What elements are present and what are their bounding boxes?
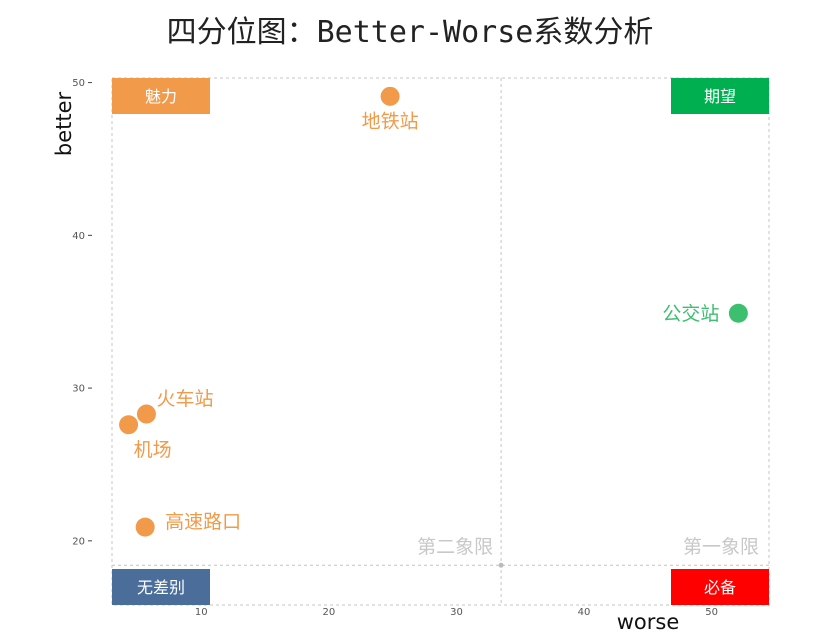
- y-tick-label: 20: [72, 536, 85, 547]
- data-point-label: 火车站: [156, 388, 213, 410]
- data-point: [380, 86, 400, 106]
- data-point: [136, 404, 156, 424]
- corner-box-top-left: [112, 78, 210, 114]
- y-tick-label: 50: [72, 78, 85, 89]
- y-axis-label: better: [52, 92, 76, 157]
- y-tick-label: 40: [72, 231, 85, 242]
- data-point-label: 地铁站: [362, 110, 419, 132]
- quadrant-label-2: 第一象限: [683, 536, 759, 558]
- corner-box-bottom-left: [112, 569, 210, 605]
- plot-frame: [111, 77, 770, 606]
- data-point-label: 机场: [134, 439, 172, 461]
- chart-title: 四分位图：Better-Worse系数分析: [167, 15, 654, 50]
- data-point: [135, 517, 155, 537]
- quadrant-label-1: 第二象限: [417, 536, 493, 558]
- corner-label-bottom-right: 必备: [704, 578, 736, 597]
- corner-label-top-right: 期望: [704, 87, 736, 106]
- corner-label-bottom-left: 无差别: [137, 578, 185, 597]
- corner-box-bottom-right: [671, 569, 769, 605]
- data-point-label: 公交站: [662, 303, 719, 325]
- x-tick-label: 40: [578, 607, 591, 618]
- x-tick-label: 30: [450, 607, 463, 618]
- x-tick-label: 10: [195, 607, 208, 618]
- x-tick-label: 20: [323, 607, 336, 618]
- y-tick-label: 30: [72, 384, 85, 395]
- corner-label-top-left: 魅力: [145, 87, 177, 106]
- divider-center-dot: [498, 562, 504, 568]
- x-tick-label: 50: [705, 607, 718, 618]
- data-point: [728, 303, 748, 323]
- data-point: [119, 415, 139, 435]
- corner-box-top-right: [671, 78, 769, 114]
- data-point-label: 高速路口: [165, 511, 241, 533]
- x-axis-label: worse: [617, 610, 680, 634]
